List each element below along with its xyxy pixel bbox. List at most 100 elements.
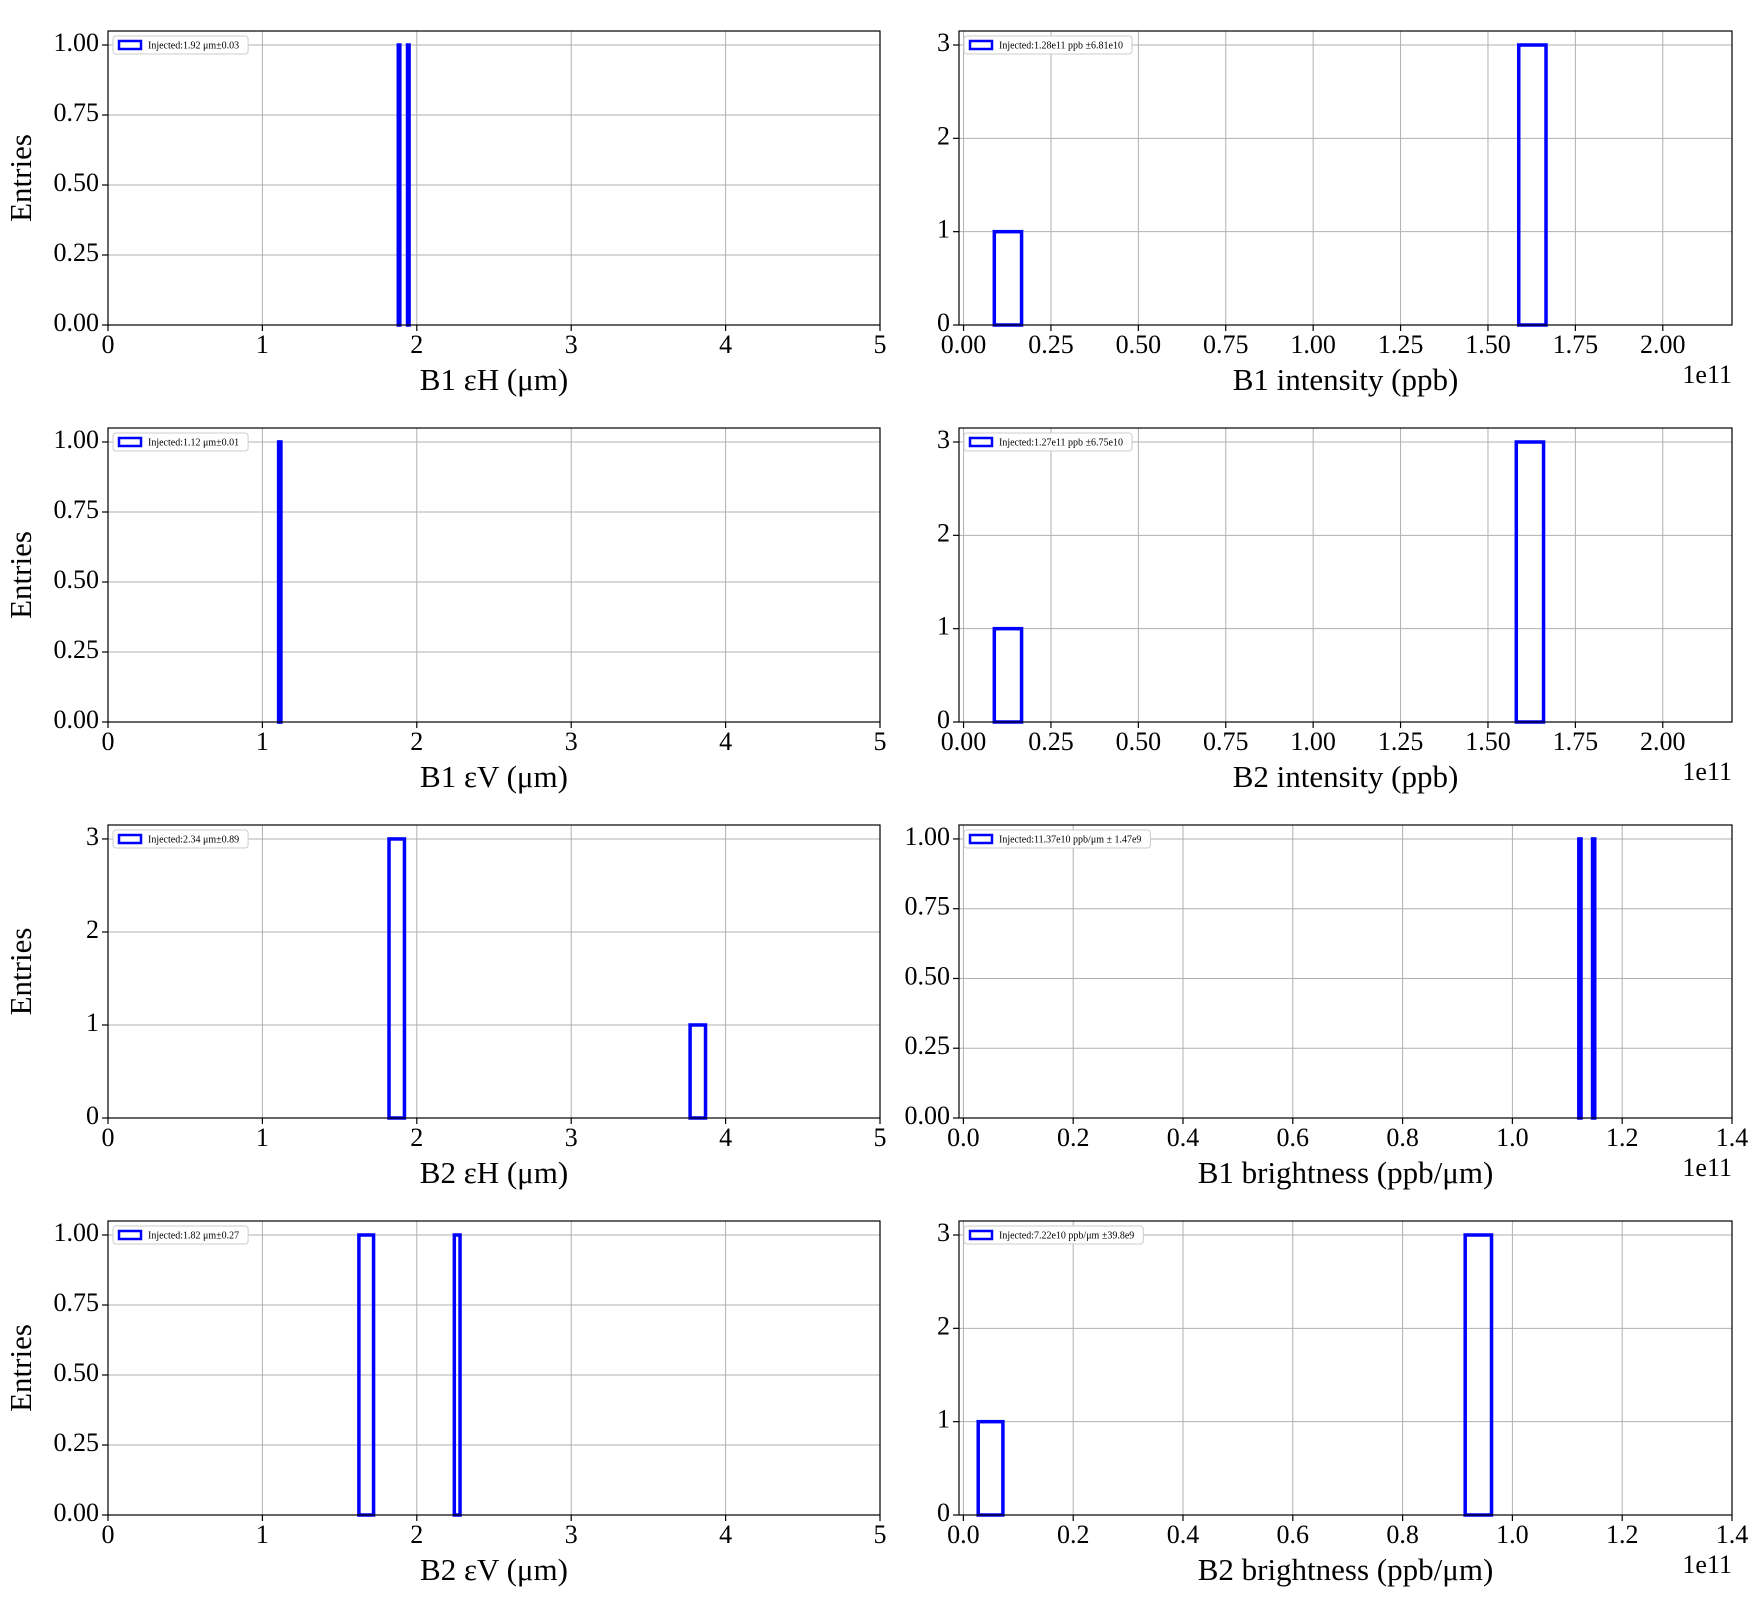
y-tick-label: 3 — [937, 28, 950, 57]
legend-label: Injected:2.34 μm±0.89 — [148, 834, 239, 845]
histogram-panel: 0 1 2 3 4 5 0 1 2 3 B2 εH (μm) Entries Injected:2.34… — [3, 822, 886, 1190]
x-tick-label: 0.8 — [1386, 1520, 1419, 1549]
x-tick-label: 2 — [410, 330, 423, 359]
x-tick-label: 3 — [565, 1520, 578, 1549]
y-tick-label: 1.00 — [54, 28, 100, 57]
plot-frame — [958, 824, 1733, 1119]
histogram-bar — [1590, 837, 1597, 1120]
histogram-panel: 0.00 0.25 0.50 0.75 1.00 1.25 1.50 1.75 2.00 0 1 2 3… — [937, 28, 1733, 397]
legend-label: Injected:1.82 μm±0.27 — [148, 1230, 239, 1241]
histogram-bar — [1516, 43, 1548, 327]
y-tick-label: 0.75 — [54, 98, 100, 127]
x-tick-label: 1.00 — [1290, 330, 1336, 359]
plot-frame — [958, 427, 1733, 723]
y-tick-label: 0.00 — [54, 1498, 100, 1527]
plot-frame — [958, 1220, 1733, 1516]
x-tick-label: 4 — [719, 1520, 732, 1549]
y-tick-label: 0.75 — [54, 1288, 100, 1317]
y-tick-label: 0.25 — [905, 1031, 951, 1060]
x-axis-label: B1 εH (μm) — [420, 362, 568, 397]
plot-frame — [107, 824, 881, 1119]
histogram-bar — [387, 837, 407, 1120]
x-tick-label: 1.25 — [1378, 727, 1424, 756]
x-tick-label: 2 — [410, 727, 423, 756]
x-tick-label: 0.75 — [1203, 330, 1249, 359]
x-axis-label: B1 intensity (ppb) — [1233, 362, 1459, 397]
x-tick-label: 3 — [565, 1123, 578, 1152]
y-tick-label: 3 — [86, 822, 99, 851]
legend-box — [963, 829, 1151, 849]
x-tick-label: 1 — [256, 330, 269, 359]
y-tick-label: 1 — [86, 1008, 99, 1037]
legend-label: Injected:1.92 μm±0.03 — [148, 40, 239, 51]
x-tick-label: 1.4 — [1716, 1123, 1749, 1152]
y-tick-label: 0 — [937, 1498, 950, 1527]
legend: Injected:7.22e10 ppb/μm ±39.8e9 — [963, 1225, 1144, 1245]
legend-box — [112, 35, 249, 55]
x-axis-label: B1 brightness (ppb/μm) — [1198, 1155, 1494, 1190]
plot-frame — [107, 427, 881, 723]
x-tick-label: 0 — [102, 1520, 115, 1549]
x-tick-label: 1.50 — [1465, 330, 1511, 359]
histogram-bar — [992, 626, 1024, 724]
histogram-bar — [688, 1023, 708, 1120]
legend-swatch — [117, 833, 143, 845]
x-tick-label: 1 — [256, 727, 269, 756]
x-tick-label: 0.25 — [1028, 727, 1074, 756]
legend-box — [112, 829, 249, 849]
legend: Injected:1.28e11 ppb ±6.81e10 — [963, 35, 1133, 55]
legend-box — [112, 1225, 249, 1245]
x-tick-label: 0.50 — [1116, 330, 1162, 359]
y-tick-label: 2 — [937, 121, 950, 150]
y-tick-label: 0.50 — [54, 565, 100, 594]
x-tick-label: 1.00 — [1290, 727, 1336, 756]
x-tick-label: 1.4 — [1716, 1520, 1749, 1549]
x-tick-label: 0 — [102, 330, 115, 359]
histogram-panel: 0.0 0.2 0.4 0.6 0.8 1.0 1.2 1.4 0 1 2 3 B2 brightnes… — [937, 1218, 1748, 1587]
y-tick-label: 1.00 — [905, 822, 951, 851]
x-tick-label: 5 — [874, 727, 887, 756]
histogram-panel: 0 1 2 3 4 5 0.00 0.25 0.50 0.75 1.00 B1 εV (μm) Entr… — [3, 425, 886, 794]
y-axis-label: Entries — [3, 134, 38, 222]
x-axis-label: B2 εH (μm) — [420, 1155, 568, 1190]
x-tick-label: 0.0 — [947, 1520, 980, 1549]
legend: Injected:1.92 μm±0.03 — [112, 35, 249, 55]
y-axis-label: Entries — [3, 1324, 38, 1412]
y-tick-label: 0.00 — [54, 705, 100, 734]
y-tick-label: 1 — [937, 612, 950, 641]
x-tick-label: 0.2 — [1057, 1520, 1090, 1549]
y-tick-label: 0.50 — [54, 168, 100, 197]
y-tick-label: 2 — [86, 915, 99, 944]
y-tick-label: 1 — [937, 215, 950, 244]
histogram-panel: 0 1 2 3 4 5 0.00 0.25 0.50 0.75 1.00 B2 εV (μm) Entr… — [3, 1218, 886, 1587]
x-tick-label: 0.4 — [1167, 1123, 1200, 1152]
legend: Injected:11.37e10 ppb/μm ± 1.47e9 — [963, 829, 1151, 849]
x-axis-label: B2 intensity (ppb) — [1233, 759, 1459, 794]
x-tick-label: 2.00 — [1640, 727, 1686, 756]
y-tick-label: 1.00 — [54, 1218, 100, 1247]
legend-label: Injected:1.27e11 ppb ±6.75e10 — [999, 437, 1123, 448]
x-tick-label: 0 — [102, 727, 115, 756]
x-tick-label: 4 — [719, 1123, 732, 1152]
x-tick-label: 4 — [719, 727, 732, 756]
x-tick-label: 1.50 — [1465, 727, 1511, 756]
x-tick-label: 0.6 — [1277, 1123, 1310, 1152]
x-tick-label: 0.6 — [1277, 1520, 1310, 1549]
x-tick-label: 0.50 — [1116, 727, 1162, 756]
x-tick-label: 1.2 — [1606, 1123, 1639, 1152]
y-tick-label: 0.00 — [905, 1101, 951, 1130]
histogram-bar — [1514, 440, 1546, 724]
histogram-bar — [405, 43, 411, 327]
x-tick-label: 5 — [874, 330, 887, 359]
histogram-bar — [976, 1419, 1005, 1517]
legend-swatch — [968, 1229, 994, 1241]
x-tick-label: 4 — [719, 330, 732, 359]
y-tick-label: 0.25 — [54, 1428, 100, 1457]
y-tick-label: 0 — [937, 308, 950, 337]
y-tick-label: 1.00 — [54, 425, 100, 454]
x-tick-label: 2 — [410, 1520, 423, 1549]
x-tick-label: 5 — [874, 1123, 887, 1152]
x-tick-label: 0.2 — [1057, 1123, 1090, 1152]
x-axis-label: B2 brightness (ppb/μm) — [1198, 1552, 1494, 1587]
legend: Injected:2.34 μm±0.89 — [112, 829, 249, 849]
